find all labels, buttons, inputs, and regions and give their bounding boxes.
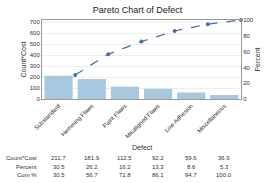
svg-text:94.7: 94.7 xyxy=(185,172,197,178)
svg-text:100: 100 xyxy=(243,17,254,23)
svg-text:92.2: 92.2 xyxy=(152,155,164,161)
svg-text:500: 500 xyxy=(30,41,41,47)
svg-text:300: 300 xyxy=(30,63,41,69)
svg-text:211.7: 211.7 xyxy=(51,155,66,161)
svg-text:36.9: 36.9 xyxy=(218,155,230,161)
svg-text:5.3: 5.3 xyxy=(220,164,229,170)
svg-text:56.7: 56.7 xyxy=(86,172,98,178)
svg-text:100.0: 100.0 xyxy=(216,172,232,178)
svg-text:20: 20 xyxy=(243,80,250,86)
svg-text:Count*Cost: Count*Cost xyxy=(6,155,37,161)
svg-text:Substandard: Substandard xyxy=(33,103,61,131)
svg-text:181.9: 181.9 xyxy=(84,155,100,161)
svg-text:0: 0 xyxy=(243,96,247,102)
svg-text:600: 600 xyxy=(30,30,41,36)
svg-text:86.1: 86.1 xyxy=(152,172,164,178)
svg-text:30.5: 30.5 xyxy=(53,164,65,170)
svg-text:60: 60 xyxy=(243,49,250,55)
svg-text:Percent: Percent xyxy=(254,47,261,71)
svg-text:Count*Cost: Count*Cost xyxy=(20,42,27,78)
svg-text:72.8: 72.8 xyxy=(119,172,131,178)
svg-text:Misaligned Flaws: Misaligned Flaws xyxy=(124,103,161,140)
svg-text:Pareto Chart of Defect: Pareto Chart of Defect xyxy=(93,5,183,15)
svg-text:Defect: Defect xyxy=(132,144,152,151)
svg-text:30.5: 30.5 xyxy=(53,172,65,178)
svg-text:100: 100 xyxy=(30,85,41,91)
svg-text:59.6: 59.6 xyxy=(185,155,197,161)
svg-text:80: 80 xyxy=(243,33,250,39)
svg-text:Percent: Percent xyxy=(16,164,37,170)
svg-text:40: 40 xyxy=(243,65,250,71)
svg-text:0: 0 xyxy=(36,96,40,102)
svg-text:700: 700 xyxy=(30,19,41,25)
svg-text:8.6: 8.6 xyxy=(187,164,196,170)
svg-text:Hemming Flaws: Hemming Flaws xyxy=(60,103,95,138)
svg-text:Cum %: Cum % xyxy=(17,172,37,178)
svg-text:400: 400 xyxy=(30,52,41,58)
svg-text:112.5: 112.5 xyxy=(117,155,132,161)
svg-text:Paint Flaws: Paint Flaws xyxy=(102,103,128,129)
svg-text:26.2: 26.2 xyxy=(86,164,98,170)
svg-text:Miscellaneous: Miscellaneous xyxy=(196,103,227,134)
svg-text:Low Adhesion: Low Adhesion xyxy=(163,103,194,134)
svg-text:16.2: 16.2 xyxy=(119,164,131,170)
svg-text:200: 200 xyxy=(30,74,41,80)
svg-text:13.3: 13.3 xyxy=(152,164,164,170)
